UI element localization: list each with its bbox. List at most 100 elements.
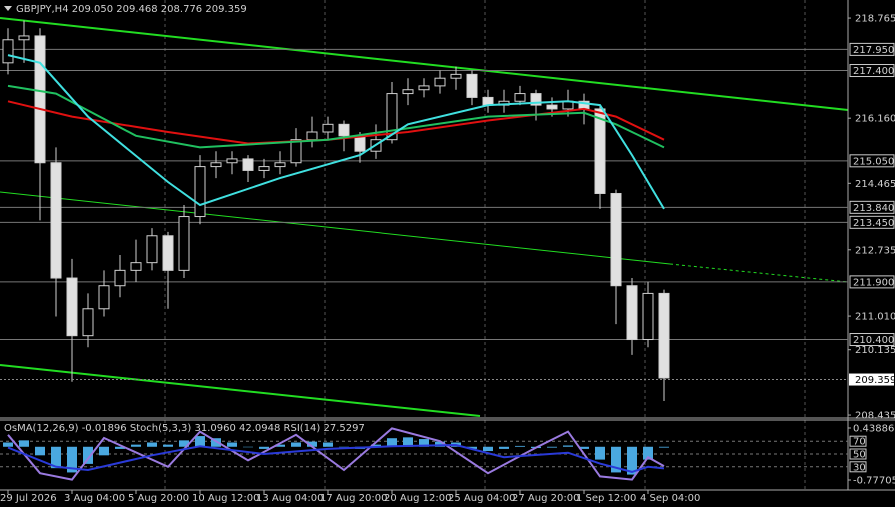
osma-bar bbox=[35, 446, 45, 456]
y-tick-label: 50 bbox=[853, 450, 866, 461]
x-tick-label: 1 Sep 12:00 bbox=[576, 493, 636, 504]
osma-bar bbox=[323, 442, 333, 447]
candle-body bbox=[242, 158, 254, 171]
x-tick-label: 20 Aug 12:00 bbox=[384, 493, 451, 504]
x-tick-label: 5 Aug 20:00 bbox=[128, 493, 189, 504]
osma-bar bbox=[387, 438, 397, 447]
level-box bbox=[849, 333, 895, 347]
x-tick-label: 27 Aug 20:00 bbox=[512, 493, 579, 504]
x-tick-label: 4 Sep 04:00 bbox=[640, 493, 700, 504]
level-label: 211.900 bbox=[853, 277, 894, 288]
osma-bar bbox=[499, 446, 509, 449]
y-tick-label: 70 bbox=[853, 437, 866, 448]
osma-bar bbox=[403, 437, 413, 447]
candle-body bbox=[514, 93, 526, 102]
level-label: 217.400 bbox=[853, 66, 894, 77]
osma-bar bbox=[579, 446, 589, 449]
candle-body bbox=[130, 262, 142, 271]
candle-body bbox=[594, 108, 606, 194]
osma-bar bbox=[131, 444, 141, 447]
y-tick-label: 30 bbox=[853, 462, 866, 473]
osma-bar bbox=[195, 436, 205, 447]
candle-body bbox=[642, 292, 654, 341]
candle-body bbox=[2, 39, 14, 64]
osma-bar bbox=[67, 446, 77, 473]
candle-body bbox=[50, 162, 62, 279]
level-box bbox=[849, 215, 895, 229]
x-tick-label: 3 Aug 04:00 bbox=[64, 493, 125, 504]
y-tick-label: 208.435 bbox=[855, 411, 895, 422]
osma-bar bbox=[611, 446, 621, 473]
osma-bar bbox=[339, 446, 349, 448]
trend-line bbox=[0, 364, 481, 417]
candle-body bbox=[322, 123, 334, 133]
level-label: 213.840 bbox=[853, 203, 894, 214]
candle-body bbox=[658, 292, 670, 379]
level-label: 215.050 bbox=[853, 156, 894, 167]
trend-line bbox=[0, 17, 849, 111]
oscillator-line bbox=[7, 427, 665, 481]
level-box bbox=[849, 435, 867, 447]
osma-bar bbox=[659, 446, 669, 448]
osma-bar bbox=[595, 446, 605, 460]
moving-average bbox=[7, 100, 665, 145]
y-tick-label: 214.465 bbox=[855, 179, 895, 190]
osma-bar bbox=[291, 442, 301, 447]
candle-body bbox=[226, 158, 238, 164]
level-box bbox=[849, 64, 895, 78]
level-box bbox=[849, 154, 895, 168]
candle-body bbox=[178, 216, 190, 271]
candle-body bbox=[258, 166, 270, 171]
level-box bbox=[849, 461, 867, 473]
candle-body bbox=[466, 73, 478, 98]
candle-body bbox=[402, 89, 414, 95]
indicator-title: OsMA(12,26,9) -0.01896 Stoch(5,3,3) 31.0… bbox=[4, 423, 365, 434]
x-tick-label: 17 Aug 20:00 bbox=[320, 493, 387, 504]
osma-bar bbox=[227, 442, 237, 447]
y2-tick-label: 0.43886 bbox=[853, 423, 894, 434]
candle-body bbox=[306, 131, 318, 141]
candle-body bbox=[626, 285, 638, 341]
osma-bar bbox=[563, 445, 573, 447]
moving-average bbox=[7, 84, 665, 149]
osma-bar bbox=[515, 445, 525, 447]
osma-bar bbox=[435, 441, 445, 447]
osma-bar bbox=[419, 439, 429, 447]
candle-body bbox=[18, 35, 30, 41]
osma-bar bbox=[259, 446, 269, 449]
level-box bbox=[849, 42, 895, 56]
menu-arrow bbox=[4, 6, 12, 11]
candle-body bbox=[162, 235, 174, 271]
y-tick-label: 210.135 bbox=[855, 345, 895, 356]
candle-body bbox=[66, 277, 78, 337]
osma-bar bbox=[83, 446, 93, 464]
osma-bar bbox=[115, 446, 125, 449]
osma-bar bbox=[547, 446, 557, 448]
osma-bar bbox=[643, 446, 653, 460]
candle-body bbox=[274, 162, 286, 168]
period-separators bbox=[164, 0, 806, 490]
candle-body bbox=[546, 104, 558, 110]
trend-line bbox=[0, 191, 671, 265]
candle-body bbox=[194, 166, 206, 218]
y-tick-label: 211.010 bbox=[855, 312, 895, 323]
level-label: 213.450 bbox=[853, 218, 894, 229]
osma-bar bbox=[483, 446, 493, 452]
y2-tick-label: -0.77705 bbox=[853, 476, 895, 487]
osma-bar bbox=[467, 446, 477, 449]
osma-bar bbox=[163, 444, 173, 447]
oscillator-line bbox=[7, 443, 665, 473]
level-box bbox=[849, 200, 895, 214]
candle-body bbox=[114, 269, 126, 287]
candle-body bbox=[146, 235, 158, 264]
osma-bar bbox=[627, 446, 637, 475]
osma-bar bbox=[243, 446, 253, 448]
osma-bar bbox=[179, 440, 189, 447]
x-tick-label: 10 Aug 12:00 bbox=[192, 493, 259, 504]
candle-body bbox=[290, 139, 302, 164]
osma-bar bbox=[99, 446, 109, 456]
y-tick-label: 218.765 bbox=[855, 14, 895, 25]
osma-bar bbox=[307, 441, 317, 447]
osma-bar bbox=[147, 442, 157, 447]
